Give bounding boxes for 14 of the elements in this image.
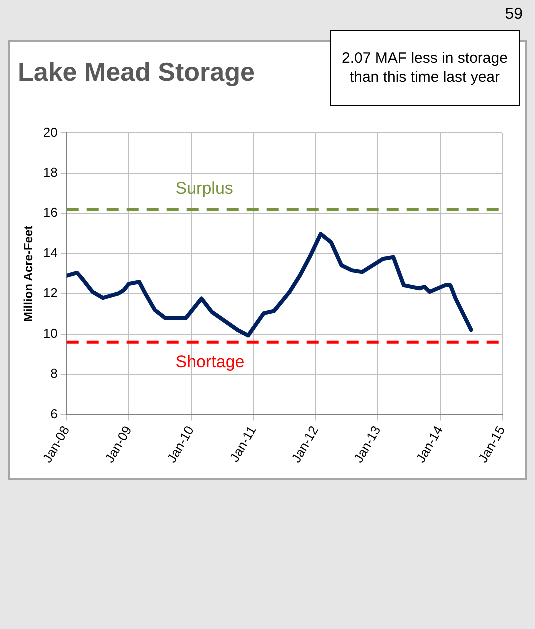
y-tick-label: 6	[50, 406, 58, 422]
text: 2.07 MAF less in storage than this time last year	[330, 30, 520, 106]
y-axis-title: Million Acre-Feet	[22, 226, 36, 322]
chart-title: Lake Mead Storage	[18, 56, 255, 87]
y-tick-label: 10	[43, 326, 58, 341]
ref-line-label: Shortage	[176, 352, 245, 372]
y-tick-label: 12	[43, 286, 58, 301]
y-tick-label: 8	[50, 366, 58, 382]
y-tick-label: 18	[43, 165, 58, 180]
text: 59	[505, 6, 523, 24]
ref-line-label: Surplus	[176, 178, 234, 198]
y-tick-label: 20	[43, 124, 58, 140]
y-tick-label: 16	[43, 205, 58, 220]
y-tick-label: 14	[43, 245, 58, 260]
